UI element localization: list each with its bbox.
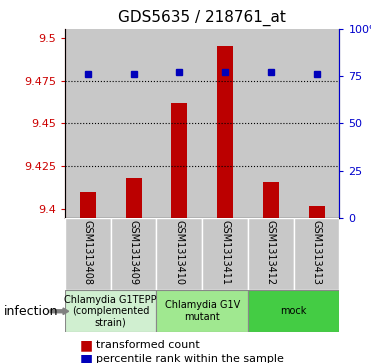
Bar (157, 218, 202, 290)
Text: mock: mock (280, 306, 307, 316)
Text: GSM1313413: GSM1313413 (312, 220, 322, 285)
Bar (248, 29, 294, 218)
Title: GDS5635 / 218761_at: GDS5635 / 218761_at (118, 10, 286, 26)
Bar (65, 29, 111, 218)
Bar (217, 46, 233, 218)
Bar (171, 103, 187, 218)
Bar (202, 218, 248, 290)
Text: GSM1313409: GSM1313409 (129, 220, 138, 285)
Bar (80, 192, 96, 218)
Bar (157, 290, 248, 332)
Bar (65, 218, 111, 290)
Text: GSM1313410: GSM1313410 (174, 220, 184, 285)
Text: Chlamydia G1TEPP
(complemented
strain): Chlamydia G1TEPP (complemented strain) (65, 295, 157, 328)
Text: transformed count: transformed count (96, 340, 200, 350)
Bar (157, 29, 202, 218)
Text: GSM1313408: GSM1313408 (83, 220, 93, 285)
Bar (111, 29, 157, 218)
Bar (202, 29, 248, 218)
Bar (294, 218, 339, 290)
Bar (294, 29, 339, 218)
Text: ■: ■ (80, 352, 93, 363)
Text: Chlamydia G1V
mutant: Chlamydia G1V mutant (165, 301, 240, 322)
Bar (263, 182, 279, 218)
Bar (65, 290, 157, 332)
Bar (111, 218, 157, 290)
Bar (309, 206, 325, 218)
Text: GSM1313412: GSM1313412 (266, 220, 276, 285)
Bar (125, 178, 142, 218)
Text: percentile rank within the sample: percentile rank within the sample (96, 354, 284, 363)
Text: ■: ■ (80, 338, 93, 352)
Bar (248, 290, 339, 332)
Text: GSM1313411: GSM1313411 (220, 220, 230, 285)
Bar (248, 218, 294, 290)
Text: infection: infection (4, 305, 58, 318)
